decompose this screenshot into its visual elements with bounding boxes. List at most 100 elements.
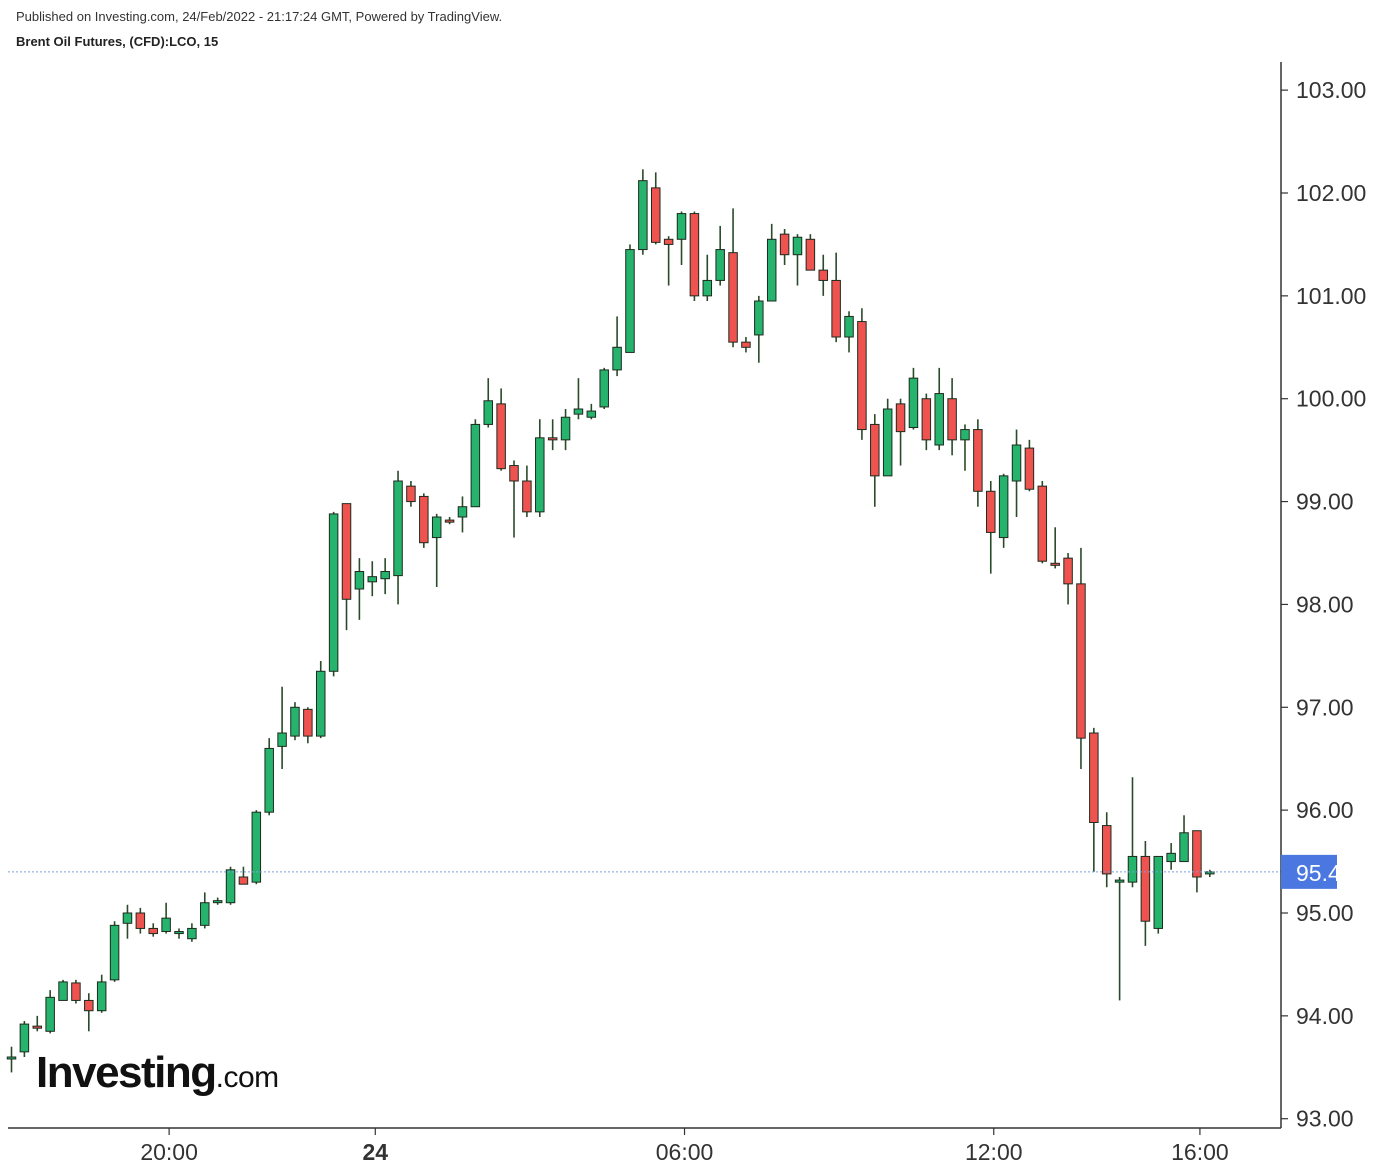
candle-body-up bbox=[457, 506, 468, 518]
candle bbox=[766, 223, 777, 302]
candle bbox=[431, 513, 442, 587]
candle bbox=[599, 367, 609, 409]
candle-body-down bbox=[689, 213, 700, 297]
candle bbox=[998, 473, 1009, 548]
candle bbox=[1024, 439, 1035, 492]
candle-body-up bbox=[174, 931, 184, 935]
candle-body-down bbox=[921, 398, 932, 441]
candle-body-down bbox=[341, 503, 352, 600]
candle-body-up bbox=[754, 300, 764, 336]
candle bbox=[560, 409, 571, 451]
candle bbox=[934, 367, 944, 451]
candle bbox=[328, 511, 339, 677]
candle-body-up bbox=[187, 927, 197, 940]
candle bbox=[19, 1021, 30, 1057]
y-tick-label: 98.00 bbox=[1296, 591, 1354, 617]
candle bbox=[148, 923, 158, 937]
y-tick-label: 103.00 bbox=[1296, 77, 1366, 103]
last-price-badge: 95.40 bbox=[1281, 854, 1354, 889]
candle-body-down bbox=[84, 999, 94, 1012]
candle-body-down bbox=[444, 519, 455, 523]
candle bbox=[870, 414, 880, 507]
candle-body-up bbox=[58, 981, 68, 1001]
candle-body-down bbox=[1140, 855, 1151, 922]
candle bbox=[1063, 553, 1073, 605]
candle-body-down bbox=[509, 465, 519, 482]
candle bbox=[741, 337, 751, 353]
candle-body-up bbox=[766, 238, 777, 302]
y-axis-ticks: 103.00 102.00 101.00 100.00 99.00 98.00 97.00 9… bbox=[1281, 77, 1366, 1132]
candle-body-up bbox=[1011, 444, 1022, 482]
candle bbox=[805, 234, 816, 271]
candle-body-up bbox=[676, 213, 687, 240]
candle bbox=[303, 707, 313, 744]
candle-body-down bbox=[1101, 825, 1112, 875]
candle bbox=[1166, 843, 1176, 870]
candle-body-down bbox=[1192, 830, 1202, 878]
candle bbox=[586, 403, 597, 420]
y-tick-label: 95.00 bbox=[1296, 900, 1354, 926]
candle bbox=[470, 419, 481, 508]
candle-body-up bbox=[535, 437, 545, 513]
candle-body-down bbox=[1063, 557, 1073, 585]
candle-body-down bbox=[663, 238, 674, 245]
candle bbox=[973, 419, 983, 507]
candle-body-up bbox=[431, 516, 442, 539]
candle bbox=[1127, 777, 1138, 888]
candle-body-up bbox=[1166, 852, 1176, 863]
y-tick-label: 96.00 bbox=[1296, 797, 1354, 823]
candle bbox=[547, 419, 558, 451]
logo-main: Investing bbox=[36, 1048, 217, 1097]
candle bbox=[1140, 841, 1151, 946]
candle bbox=[406, 481, 416, 507]
candle-body-down bbox=[1089, 732, 1099, 823]
candle bbox=[689, 211, 700, 301]
candle-body-down bbox=[895, 403, 906, 433]
candle-body-down bbox=[870, 423, 880, 477]
candle bbox=[1192, 830, 1202, 893]
candle bbox=[496, 388, 506, 471]
candle bbox=[1205, 869, 1215, 877]
candle-body-up bbox=[560, 416, 571, 441]
candle bbox=[71, 979, 81, 1004]
candle bbox=[315, 661, 326, 739]
candle bbox=[702, 254, 713, 301]
candle-body-up bbox=[45, 996, 55, 1032]
candle bbox=[1179, 815, 1189, 863]
candle-body-up bbox=[109, 924, 120, 981]
candle bbox=[779, 229, 790, 265]
candle-body-down bbox=[496, 403, 506, 470]
candle-body-down bbox=[303, 708, 313, 737]
candle bbox=[921, 393, 932, 451]
x-tick-label: 12:00 bbox=[965, 1139, 1023, 1165]
candle-body-up bbox=[393, 480, 403, 577]
y-tick-label: 93.00 bbox=[1296, 1106, 1354, 1132]
candle-body-down bbox=[857, 321, 867, 431]
candle bbox=[1101, 812, 1112, 888]
candle-body-down bbox=[1076, 583, 1086, 739]
candle-body-down bbox=[779, 233, 790, 256]
candle bbox=[728, 208, 738, 348]
candle-body-up bbox=[960, 429, 970, 441]
candle-body-down bbox=[406, 485, 416, 503]
candle bbox=[535, 419, 545, 517]
candle bbox=[290, 702, 300, 741]
candle-body-up bbox=[934, 393, 944, 446]
candle bbox=[483, 378, 493, 428]
candle-body-up bbox=[96, 981, 107, 1012]
candle-body-down bbox=[947, 398, 957, 441]
candle-body-down bbox=[1050, 562, 1060, 566]
y-tick-label: 99.00 bbox=[1296, 489, 1354, 515]
candle-body-up bbox=[573, 408, 584, 415]
candle-body-up bbox=[354, 571, 365, 590]
logo-suffix: .com bbox=[215, 1061, 280, 1094]
candle bbox=[1153, 855, 1164, 934]
candle bbox=[960, 424, 970, 471]
x-tick-label: 16:00 bbox=[1171, 1139, 1229, 1165]
candle-body-up bbox=[470, 423, 481, 508]
candle-body-up bbox=[328, 513, 339, 672]
candle-body-down bbox=[805, 238, 816, 271]
candle bbox=[264, 738, 274, 816]
candle-body-down bbox=[831, 279, 841, 338]
